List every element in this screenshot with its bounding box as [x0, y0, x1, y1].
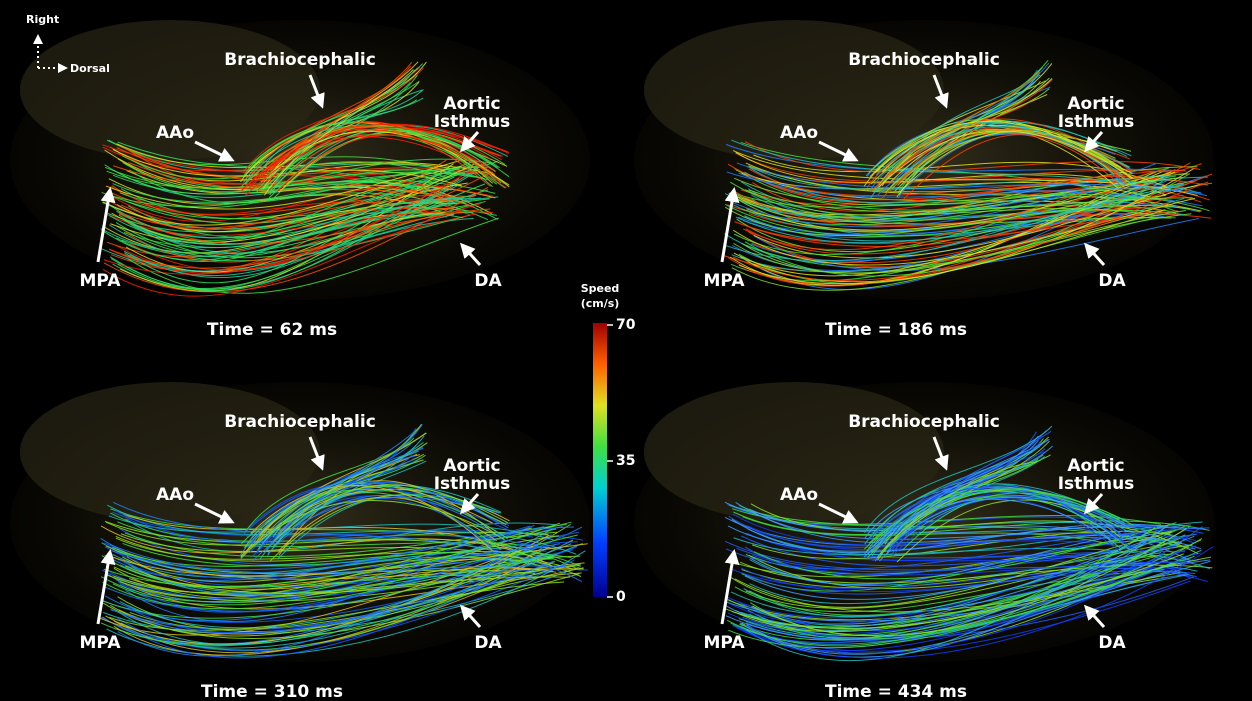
anatomy-label: Aortic: [443, 94, 500, 114]
time-label: Time = 62 ms: [207, 320, 337, 340]
time-label: Time = 186 ms: [825, 320, 967, 340]
anatomy-label: DA: [474, 271, 502, 291]
colorbar-title: (cm/s): [581, 297, 620, 310]
colorbar-tick-label: 70: [616, 317, 636, 333]
anatomy-label: MPA: [80, 633, 122, 653]
anatomy-label: Brachiocephalic: [848, 412, 1000, 432]
colorbar: Speed (cm/s) 0 35 70: [581, 282, 636, 605]
panel: Brachiocephalic AAo AorticIsthmus MPA DA Time…: [634, 382, 1214, 701]
anatomy-label: AAo: [780, 123, 818, 143]
colorbar-tick-label: 0: [616, 589, 626, 605]
anatomy-label: MPA: [704, 633, 746, 653]
anatomy-label: Aortic: [443, 456, 500, 476]
figure: BrachiocephalicAAoAorticIsthmusMPADATime…: [0, 0, 1252, 701]
orientation-up: Right: [26, 13, 59, 26]
anatomy-label: Isthmus: [434, 112, 511, 132]
anatomy-label: AAo: [156, 485, 194, 505]
anatomy-label: Isthmus: [1058, 112, 1135, 132]
time-label: Time = 434 ms: [825, 682, 967, 701]
anatomy-label: Brachiocephalic: [224, 412, 376, 432]
anatomy-label: Brachiocephalic: [224, 50, 376, 70]
panel: Brachiocephalic AAo AorticIsthmus MPA DA Time…: [634, 20, 1214, 340]
anatomy-label: Isthmus: [1058, 474, 1135, 494]
anatomy-label: AAo: [780, 485, 818, 505]
anatomy-label: AAo: [156, 123, 194, 143]
orientation-side: Dorsal: [70, 62, 110, 75]
anatomy-label: Brachiocephalic: [848, 50, 1000, 70]
colorbar-ramp: [593, 323, 607, 597]
anatomy-label: Aortic: [1067, 94, 1124, 114]
anatomy-label: Aortic: [1067, 456, 1124, 476]
anatomy-label: DA: [1098, 271, 1126, 291]
anatomy-label: MPA: [80, 271, 122, 291]
anatomy-label: DA: [474, 633, 502, 653]
time-label: Time = 310 ms: [201, 682, 343, 701]
colorbar-title: Speed: [581, 282, 620, 295]
anatomy-label: DA: [1098, 633, 1126, 653]
colorbar-tick-label: 35: [616, 453, 635, 469]
anatomy-label: Isthmus: [434, 474, 511, 494]
anatomy-label: MPA: [704, 271, 746, 291]
